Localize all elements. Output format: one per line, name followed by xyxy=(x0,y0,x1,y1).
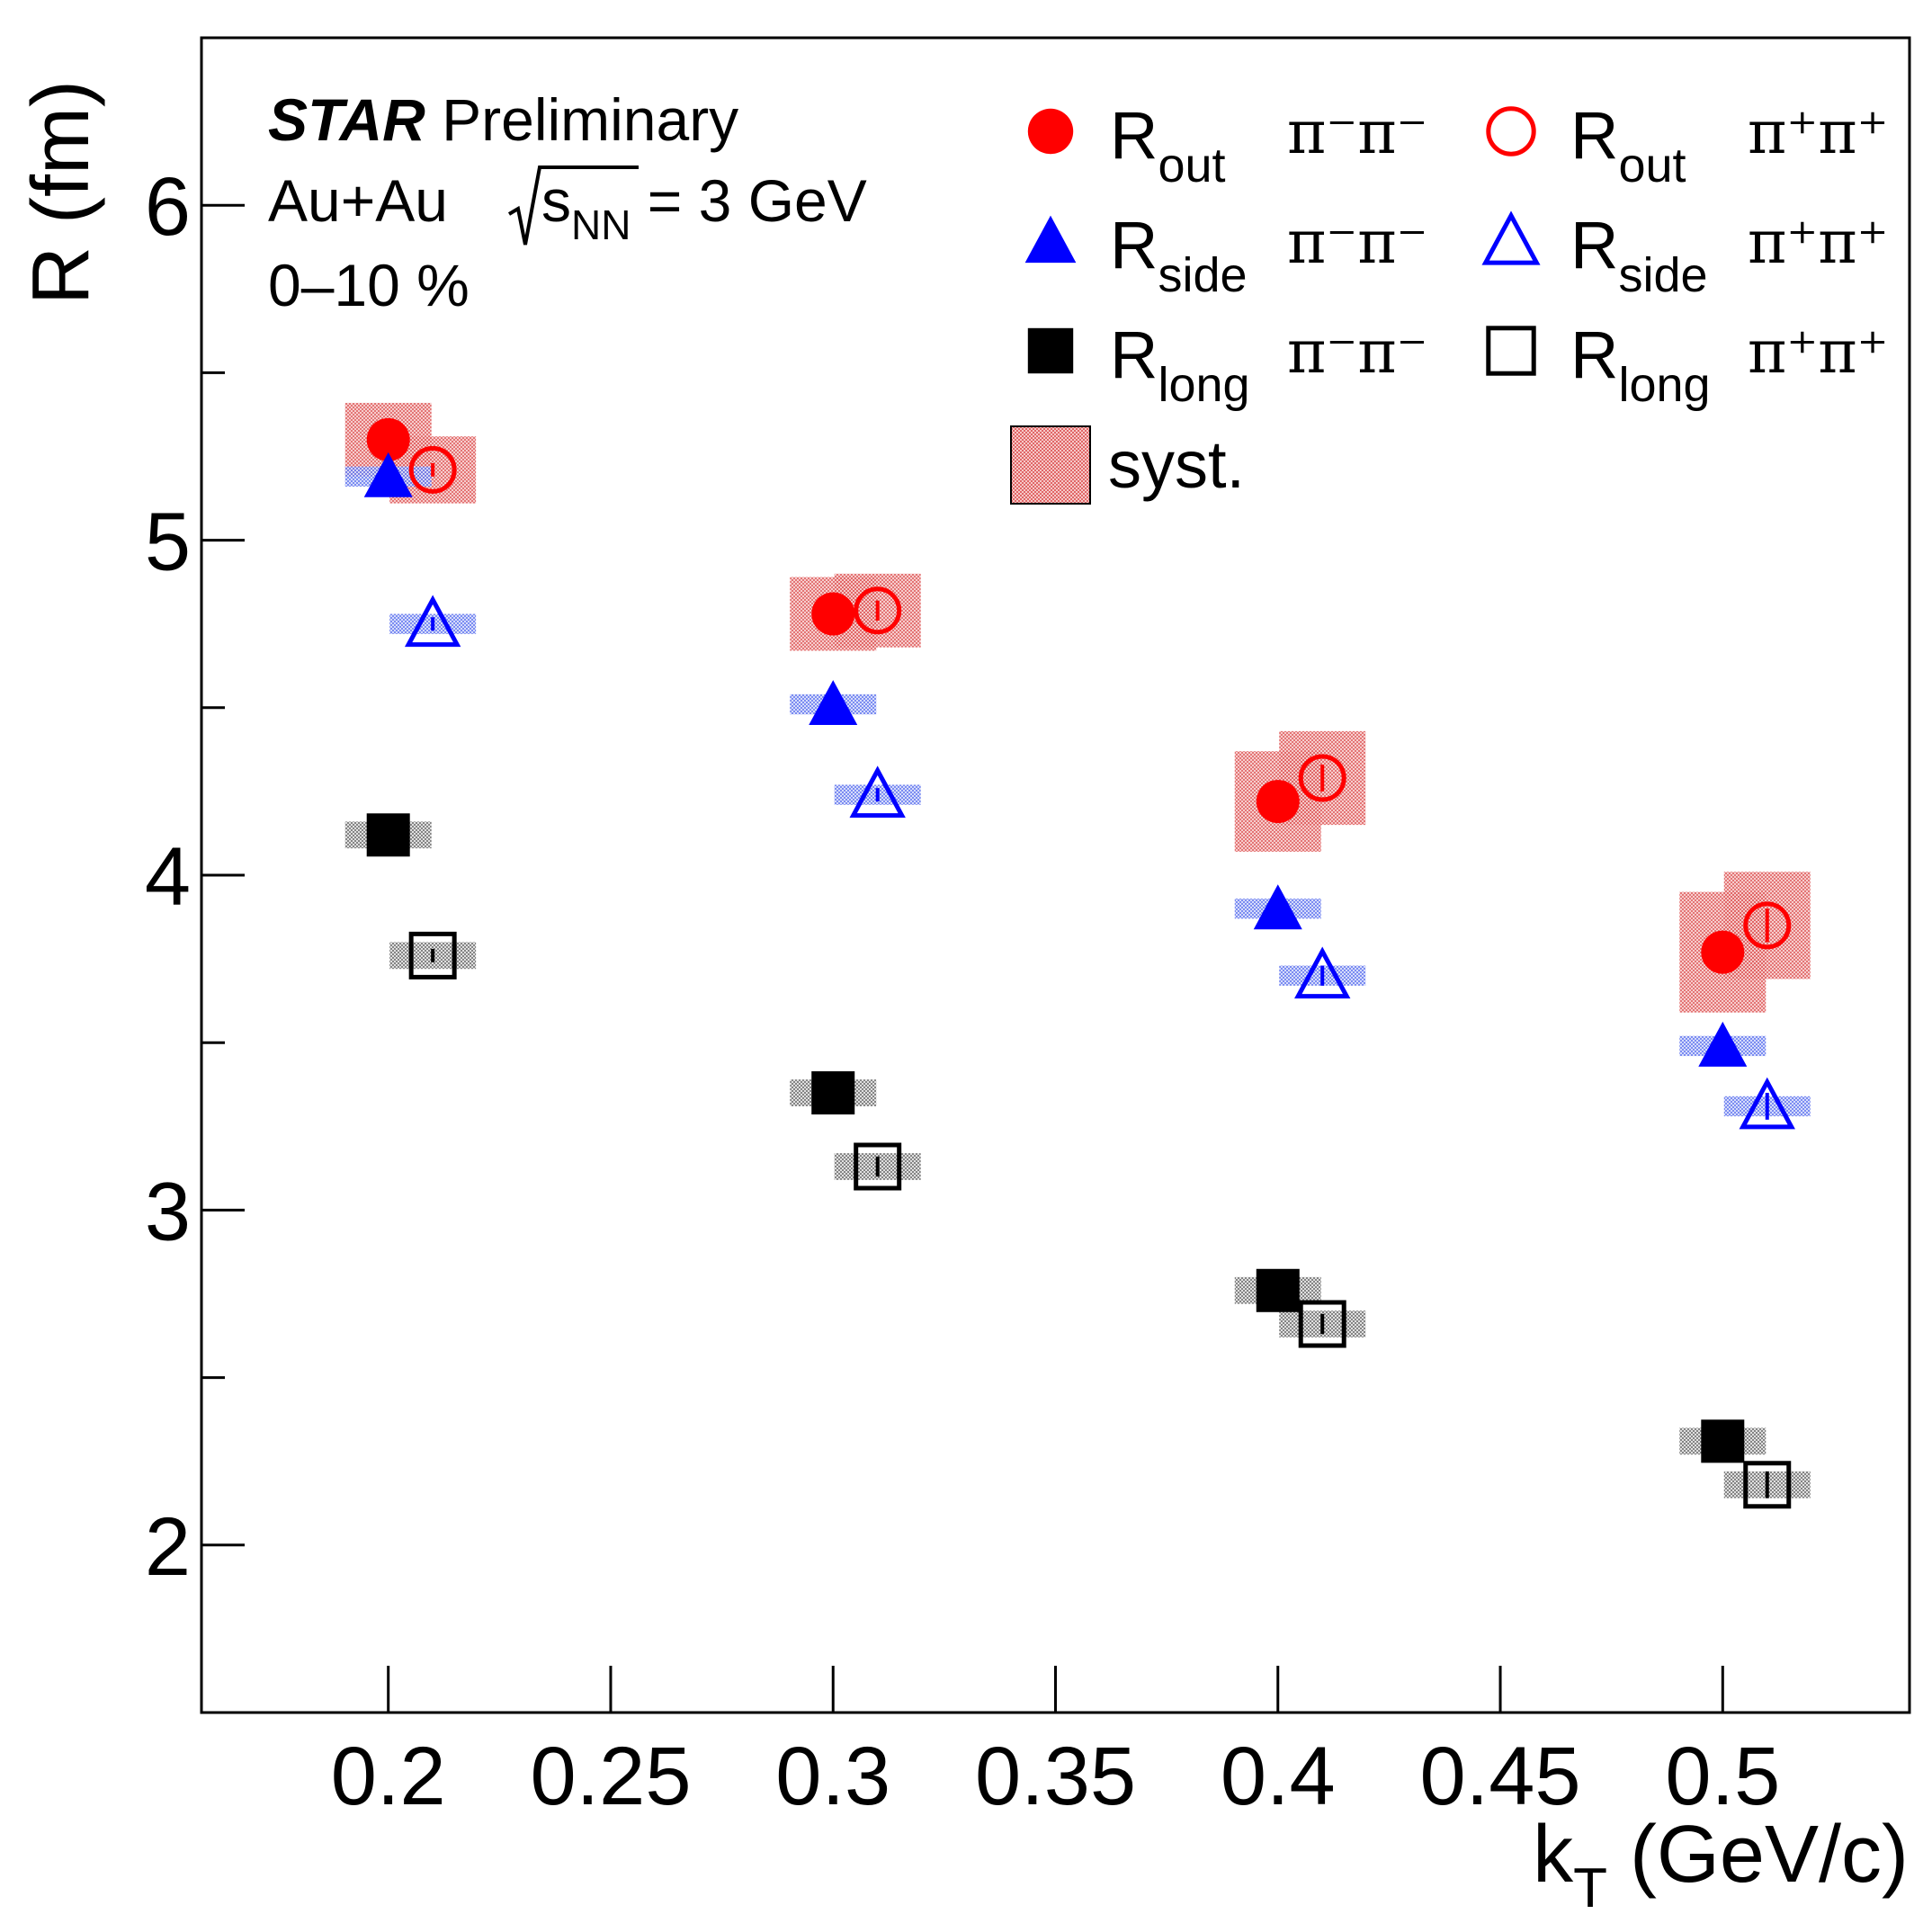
annotation-line-3: 0–10 % xyxy=(268,252,470,318)
y-tick-label: 5 xyxy=(145,496,191,588)
x-tick-label: 0.25 xyxy=(530,1731,691,1822)
annotation-block: STAR Preliminary Au+Au sNN = 3 GeV 0–10 … xyxy=(268,86,867,318)
legend-pion-rlong_plus: π⁺π⁺ xyxy=(1748,318,1888,387)
point-rside_minus xyxy=(363,452,413,497)
legend: Rout π⁻π⁻ Rout π⁺π⁺Rside π⁻π⁻ Rside π⁺π⁺Rlong π… xyxy=(1010,98,1888,505)
legend-pion-rout_plus: π⁺π⁺ xyxy=(1748,98,1888,167)
point-rside_minus xyxy=(809,680,858,726)
y-tick-label: 6 xyxy=(145,161,191,253)
y-tick-label: 4 xyxy=(145,831,191,923)
point-rlong_minus xyxy=(811,1071,855,1115)
point-rout_minus xyxy=(811,592,855,636)
point-rside_plus xyxy=(404,595,461,648)
point-rside_minus xyxy=(1698,1021,1748,1067)
point-rout_plus xyxy=(854,586,902,635)
x-tick-label: 0.2 xyxy=(331,1731,446,1822)
legend-label-rout_minus: Rout xyxy=(1110,98,1226,192)
x-tick-label: 0.3 xyxy=(775,1731,890,1822)
point-rlong_plus xyxy=(1743,1461,1792,1509)
annotation-line-2: Au+Au xyxy=(268,167,448,234)
point-rlong_plus xyxy=(408,931,457,979)
syst-boxes xyxy=(344,402,1811,1498)
legend-label-rout_plus: Rout xyxy=(1570,98,1686,192)
point-rout_plus xyxy=(408,445,457,494)
point-rlong_minus xyxy=(366,813,410,857)
legend-syst-swatch xyxy=(1010,425,1091,505)
x-tick-label: 0.45 xyxy=(1420,1731,1581,1822)
point-rlong_minus xyxy=(1256,1268,1300,1312)
annotation-energy: sNN = 3 GeV xyxy=(541,167,867,248)
point-rout_plus xyxy=(1298,754,1346,802)
point-rside_plus xyxy=(1294,946,1351,999)
legend-pion-rout_minus: π⁻π⁻ xyxy=(1287,98,1427,167)
point-rside_minus xyxy=(1253,884,1302,930)
x-axis: 0.2 0.25 0.3 0.35 0.4 0.45 0.5 xyxy=(331,1666,1780,1822)
x-tick-label: 0.5 xyxy=(1665,1731,1780,1822)
legend-marker-rside_plus xyxy=(1481,210,1541,265)
point-rout_minus xyxy=(1701,930,1745,974)
point-rlong_minus xyxy=(1701,1419,1745,1463)
legend-marker-rout_plus xyxy=(1486,106,1536,157)
x-tick-label: 0.4 xyxy=(1221,1731,1336,1822)
x-tick-label: 0.35 xyxy=(975,1731,1136,1822)
y-axis: 2 3 4 5 6 xyxy=(145,161,245,1593)
annotation-line-1: STAR Preliminary xyxy=(268,86,738,153)
point-rout_minus xyxy=(1256,780,1300,824)
y-axis-title: R (fm) xyxy=(16,80,106,305)
legend-marker-rout_minus xyxy=(1027,108,1074,155)
legend-pion-rside_minus: π⁻π⁻ xyxy=(1287,208,1427,277)
point-rlong_plus xyxy=(854,1142,902,1191)
legend-label-rlong_plus: Rlong xyxy=(1570,318,1711,412)
sqrt-sign-icon xyxy=(507,165,639,246)
point-rout_minus xyxy=(366,417,410,461)
point-rlong_plus xyxy=(1298,1300,1346,1348)
x-axis-title: kT (GeV/c) xyxy=(1533,1810,1909,1919)
legend-label-rside_minus: Rside xyxy=(1110,208,1248,302)
legend-syst-label: syst. xyxy=(1108,427,1245,502)
y-tick-label: 3 xyxy=(145,1166,191,1257)
point-rout_plus xyxy=(1743,901,1792,950)
y-tick-label: 2 xyxy=(145,1501,191,1593)
legend-marker-rside_minus xyxy=(1024,215,1077,264)
legend-marker-rlong_plus xyxy=(1486,326,1536,376)
legend-marker-rlong_minus xyxy=(1027,327,1074,374)
point-rside_plus xyxy=(849,765,906,818)
markers xyxy=(363,417,1795,1509)
legend-pion-rside_plus: π⁺π⁺ xyxy=(1748,208,1888,277)
point-rside_plus xyxy=(1739,1077,1795,1130)
legend-pion-rlong_minus: π⁻π⁻ xyxy=(1287,318,1427,387)
legend-label-rside_plus: Rside xyxy=(1570,208,1708,302)
legend-label-rlong_minus: Rlong xyxy=(1110,318,1250,412)
